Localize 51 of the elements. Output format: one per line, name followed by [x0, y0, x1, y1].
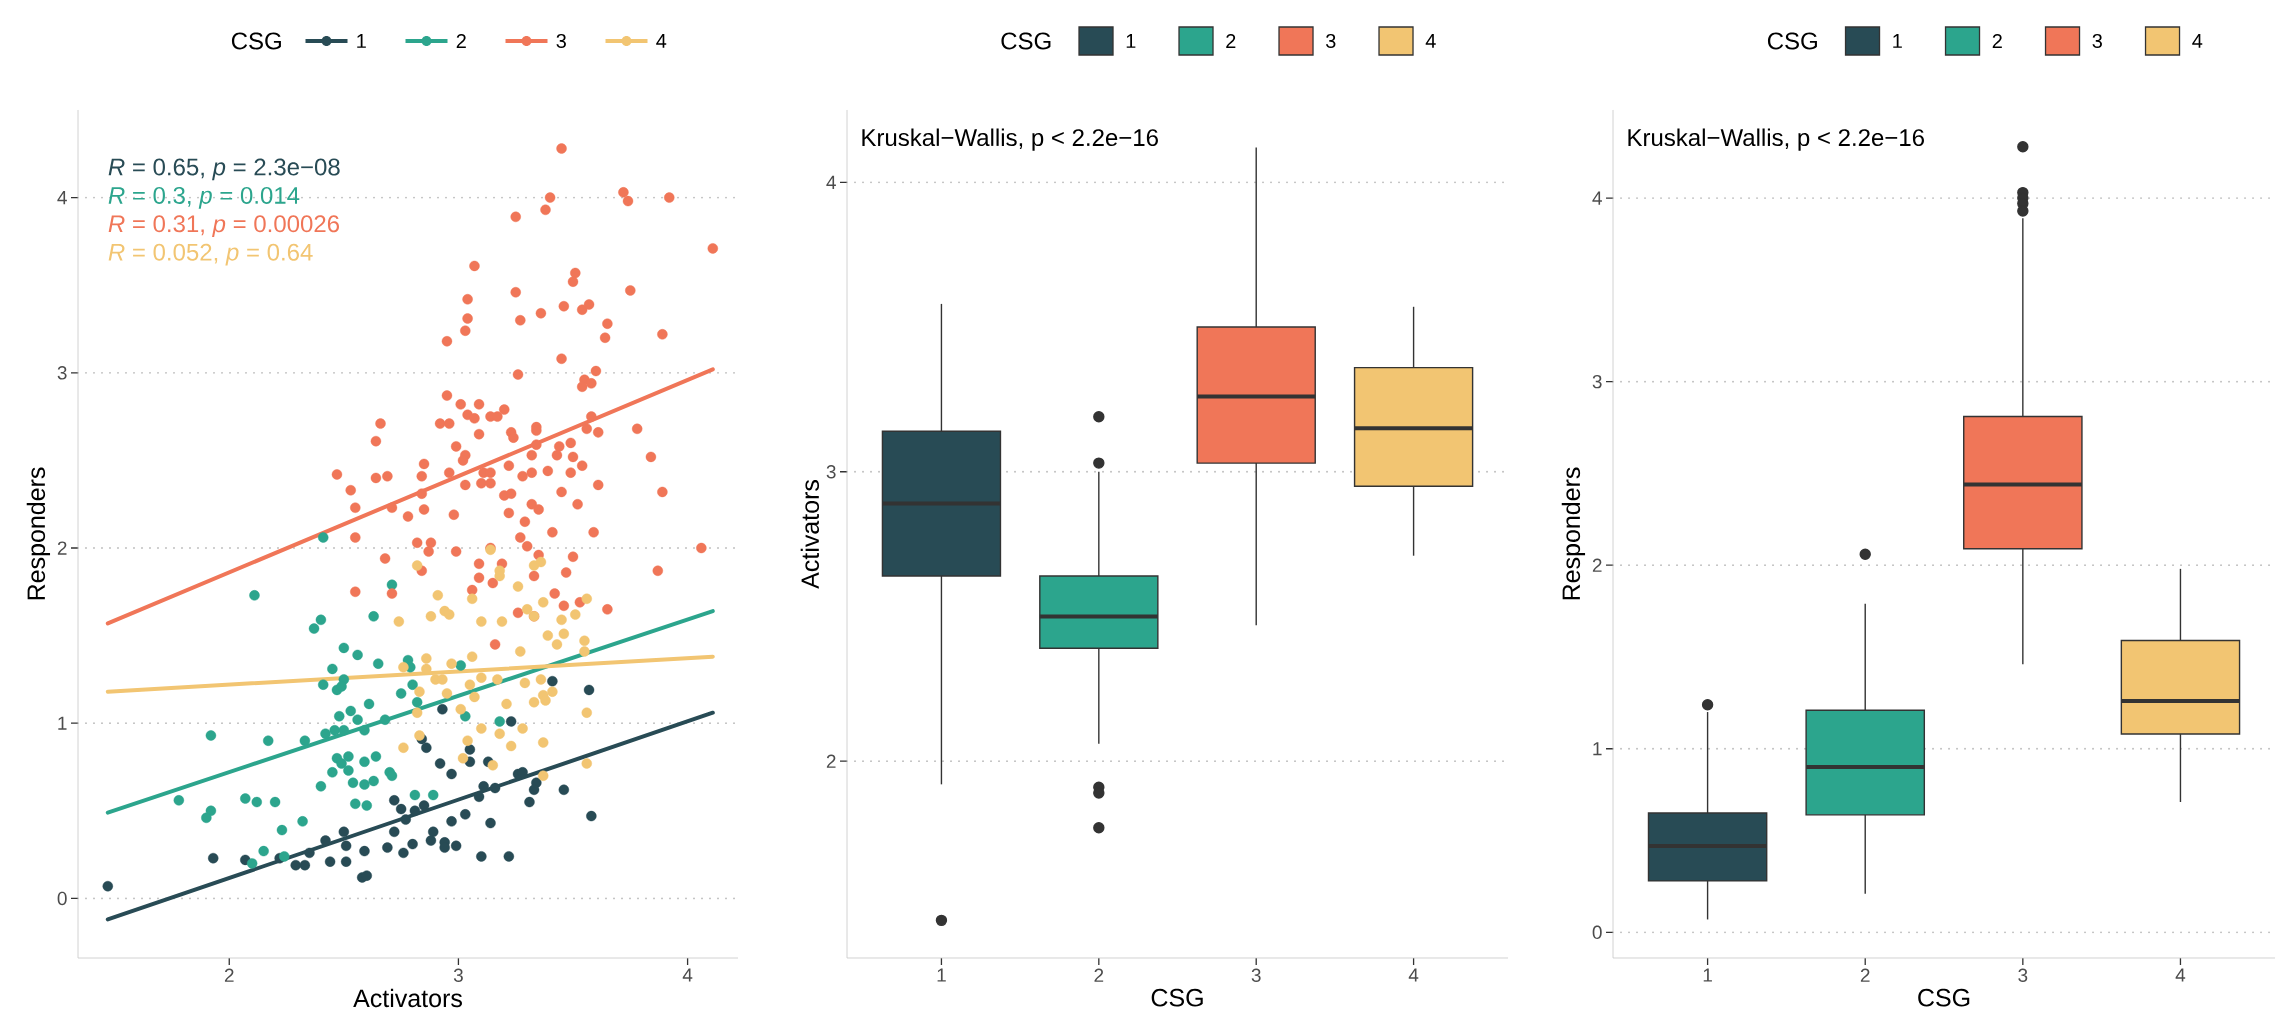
y-tick-label: 2: [1592, 558, 1602, 572]
y-tick-label: 4: [1592, 191, 1602, 205]
y-tick-label: 0: [57, 891, 67, 906]
legend-label: 3: [556, 33, 566, 49]
y-tick-label: 0: [1592, 925, 1602, 940]
legend-label: 2: [1226, 34, 1236, 48]
annotation: R = 0.052, p = 0.64: [108, 243, 313, 266]
legend-label: 2: [456, 34, 466, 48]
x-tick-label: 4: [2175, 968, 2186, 982]
y-tick-label: 1: [58, 716, 67, 730]
x-tick-label: 4: [1408, 968, 1419, 982]
annotation: R = 0.31, p = 0.00026: [108, 215, 339, 238]
legend-title: CSG: [1767, 32, 1817, 50]
legend-label: 1: [1893, 34, 1902, 48]
y-tick-label: 1: [1593, 742, 1602, 756]
x-tick-label: 3: [453, 968, 463, 982]
x-tick-label: 1: [1703, 968, 1712, 982]
x-tick-label: 2: [224, 968, 234, 982]
x-tick-label: 3: [2018, 968, 2028, 982]
annotation: R = 0.65, p = 2.3e−08: [108, 158, 340, 181]
legend-label: 4: [1425, 34, 1436, 48]
x-tick-label: 1: [937, 968, 946, 982]
y-tick-label: 3: [1592, 374, 1602, 389]
x-tick-label: 2: [1860, 968, 1870, 982]
x-tick-label: 3: [1251, 968, 1261, 982]
legend-label: 1: [1126, 34, 1136, 48]
legend-title: CSG: [231, 32, 281, 50]
y-tick-label: 4: [57, 191, 67, 205]
legend-label: 3: [2092, 33, 2102, 49]
y-tick-label: 4: [826, 175, 836, 189]
x-axis-title: CSG: [1918, 988, 1970, 1007]
y-axis-title: Responders: [1561, 467, 1586, 600]
annotation: Kruskal−Wallis, p < 2.2e−16: [1628, 128, 1924, 151]
annotation: Kruskal−Wallis, p < 2.2e−16: [862, 128, 1158, 151]
legend-label: 1: [357, 34, 366, 48]
y-axis-title: Activators: [800, 480, 820, 589]
y-tick-label: 2: [57, 541, 67, 555]
x-tick-label: 2: [1094, 968, 1104, 982]
y-tick-label: 2: [826, 754, 836, 768]
annotation: R = 0.3, p = 0.014: [108, 186, 300, 209]
x-axis-title: CSG: [1151, 988, 1203, 1007]
legend-label: 4: [656, 34, 667, 48]
y-tick-label: 3: [57, 366, 67, 380]
legend-label: 4: [2192, 34, 2203, 48]
legend-label: 3: [1325, 33, 1336, 49]
x-axis-title: Activators: [353, 988, 462, 1008]
y-tick-label: 3: [826, 465, 836, 479]
legend-title: CSG: [1001, 32, 1051, 50]
legend-label: 2: [1992, 34, 2002, 48]
x-tick-label: 4: [682, 968, 693, 982]
y-axis-title: Responders: [26, 467, 51, 600]
